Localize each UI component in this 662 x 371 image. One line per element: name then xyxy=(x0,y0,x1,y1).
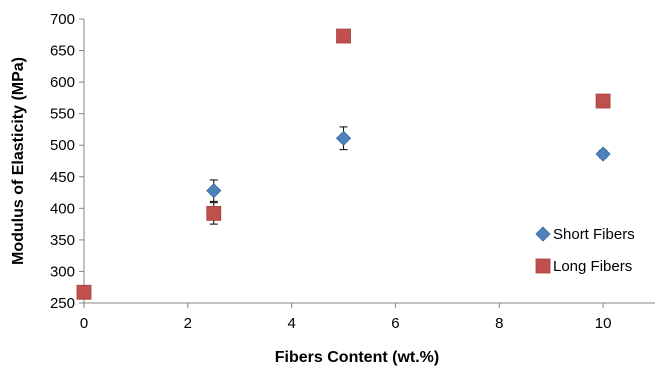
legend-marker xyxy=(535,258,551,274)
y-tick-label: 600 xyxy=(50,74,75,91)
axes xyxy=(79,18,655,308)
legend: Short Fibers Long Fibers xyxy=(535,226,635,275)
long-fibers-point xyxy=(336,28,351,44)
x-tick-label: 8 xyxy=(495,315,503,332)
short-fibers-point xyxy=(595,146,611,162)
x-tick-label: 10 xyxy=(595,315,612,332)
x-tick-label: 6 xyxy=(391,315,399,332)
x-tick-label: 4 xyxy=(287,315,295,332)
legend-label: Short Fibers xyxy=(553,226,635,243)
y-tick-label: 400 xyxy=(50,200,75,217)
legend-label: Long Fibers xyxy=(553,258,632,275)
y-tick-label: 250 xyxy=(50,295,75,312)
tick-labels: 250 300 350 400 450 500 550 600 650 700 0 2 4 6 8 10 xyxy=(50,11,611,332)
x-axis-title: Fibers Content (wt.%) xyxy=(275,349,439,366)
x-tick-label: 0 xyxy=(80,315,88,332)
y-axis-title: Modulus of Elasticity (MPa) xyxy=(10,57,27,265)
long-fibers-point xyxy=(595,93,611,109)
long-fibers-point xyxy=(206,205,222,221)
y-tick-label: 700 xyxy=(50,11,75,28)
y-tick-label: 350 xyxy=(50,232,75,249)
y-tick-label: 300 xyxy=(50,263,75,280)
data-marks xyxy=(76,28,611,300)
x-tick-label: 2 xyxy=(184,315,192,332)
y-tick-label: 550 xyxy=(50,106,75,123)
short-fibers-point xyxy=(206,183,222,199)
short-fibers-point xyxy=(335,130,352,146)
long-fibers-point xyxy=(76,284,92,300)
legend-marker xyxy=(535,226,551,242)
y-tick-label: 500 xyxy=(50,137,75,154)
y-tick-label: 650 xyxy=(50,43,75,60)
y-tick-label: 450 xyxy=(50,169,75,186)
